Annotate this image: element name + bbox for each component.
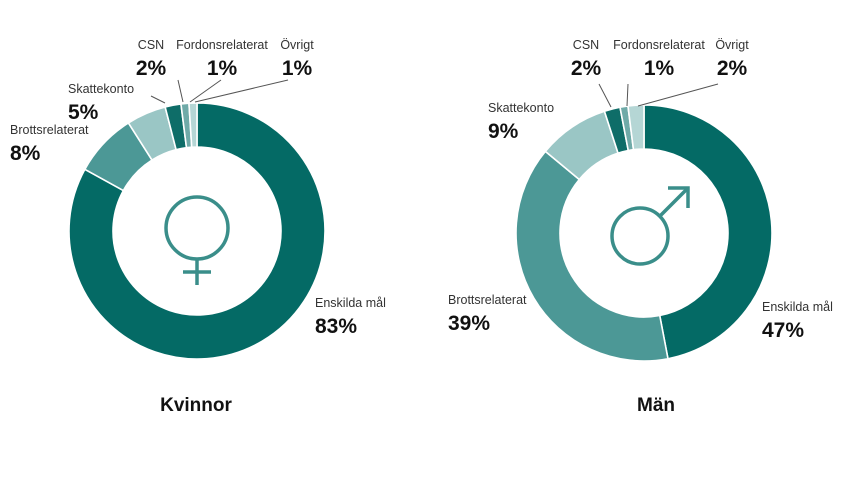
male-symbol-icon [610, 186, 690, 266]
fordonsrelaterat-value-label: 1% [644, 57, 675, 80]
brottsrelaterat-category-label: Brottsrelaterat [10, 123, 89, 137]
skattekonto-value-label: 9% [488, 120, 519, 143]
fordonsrelaterat-value-label: 1% [207, 57, 238, 80]
slice-enskilda-mal [68, 102, 326, 360]
slice-ovrigt [627, 104, 645, 151]
enskilda-mal-value-label: 83% [315, 315, 357, 338]
ovrigt-leader-line [194, 79, 289, 103]
skattekonto-leader-line [150, 95, 166, 104]
slice-ovrigt [188, 102, 198, 149]
chart-title: Kvinnor [160, 395, 232, 416]
slice-brottsrelaterat [515, 150, 669, 362]
skattekonto-category-label: Skattekonto [488, 101, 554, 115]
ovrigt-value-label: 1% [282, 57, 313, 80]
csn-value-label: 2% [571, 57, 602, 80]
csn-value-label: 2% [136, 57, 167, 80]
ovrigt-value-label: 2% [717, 57, 748, 80]
csn-category-label: CSN [138, 38, 164, 52]
csn-leader-line [598, 83, 612, 108]
enskilda-mal-category-label: Enskilda mål [315, 296, 386, 310]
fordonsrelaterat-category-label: Fordonsrelaterat [613, 38, 705, 52]
female-symbol-icon [164, 195, 230, 285]
ovrigt-leader-line [637, 83, 719, 107]
ovrigt-category-label: Övrigt [280, 38, 314, 52]
csn-category-label: CSN [573, 38, 599, 52]
chart-title: Män [637, 395, 675, 416]
csn-leader-line [177, 79, 184, 103]
enskilda-mal-category-label: Enskilda mål [762, 300, 833, 314]
brottsrelaterat-value-label: 8% [10, 142, 41, 165]
slice-enskilda-mal [643, 104, 773, 360]
donut-chart-man: Enskilda mål 47% Brottsrelaterat 39% Skattek… [448, 38, 833, 416]
brottsrelaterat-value-label: 39% [448, 312, 490, 335]
fordonsrelaterat-leader-line [189, 79, 222, 103]
fordonsrelaterat-leader-line [626, 83, 629, 107]
fordonsrelaterat-category-label: Fordonsrelaterat [176, 38, 268, 52]
skattekonto-value-label: 5% [68, 101, 99, 124]
ovrigt-category-label: Övrigt [715, 38, 749, 52]
donut-chart-kvinnor: Enskilda mål 83% Brottsrelaterat 8% Skatteko… [10, 38, 386, 416]
skattekonto-category-label: Skattekonto [68, 82, 134, 96]
enskilda-mal-value-label: 47% [762, 319, 804, 342]
brottsrelaterat-category-label: Brottsrelaterat [448, 293, 527, 307]
